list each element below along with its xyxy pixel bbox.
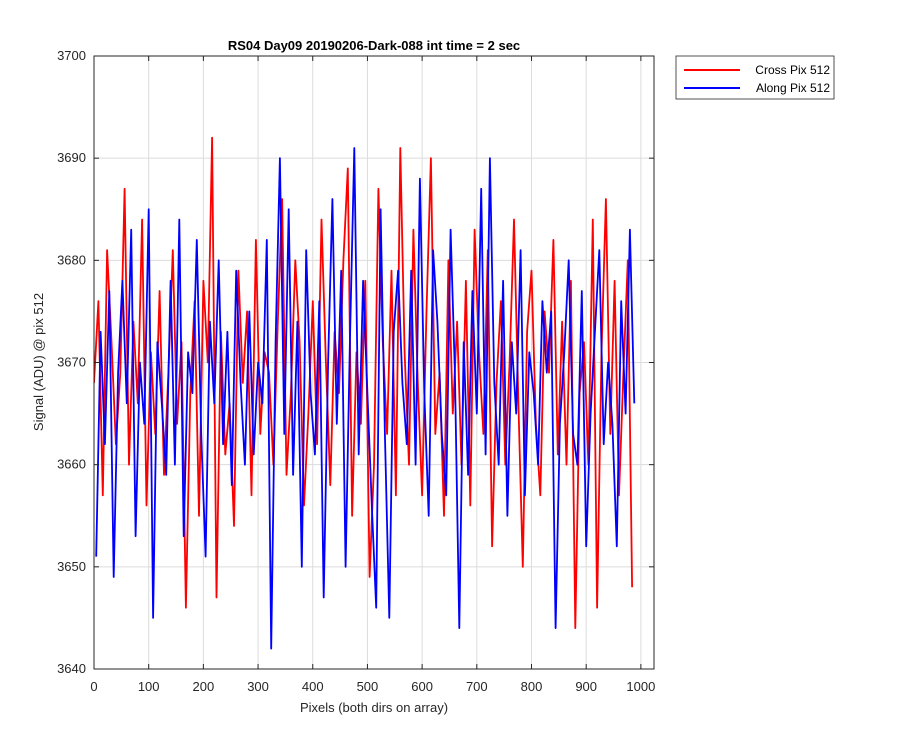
x-tick-label: 1000 [626, 679, 655, 694]
x-tick-label: 600 [411, 679, 433, 694]
x-tick-label: 900 [575, 679, 597, 694]
y-tick-label: 3700 [57, 48, 86, 63]
legend: Cross Pix 512 Along Pix 512 [675, 55, 835, 100]
y-tick-label: 3690 [57, 150, 86, 165]
x-tick-label: 200 [193, 679, 215, 694]
legend-label-cross: Cross Pix 512 [755, 63, 830, 77]
y-tick-label: 3660 [57, 457, 86, 472]
x-tick-label: 700 [466, 679, 488, 694]
x-tick-label: 300 [247, 679, 269, 694]
legend-box [675, 55, 835, 100]
y-tick-label: 3640 [57, 661, 86, 676]
chart-title: RS04 Day09 20190206-Dark-088 int time = … [228, 38, 520, 53]
series-layer [94, 136, 636, 650]
x-tick-label: 100 [138, 679, 160, 694]
x-tick-label: 0 [90, 679, 97, 694]
y-axis-label: Signal (ADU) @ pix 512 [31, 293, 46, 431]
legend-label-along: Along Pix 512 [756, 81, 830, 95]
y-tick-label: 3670 [57, 355, 86, 370]
x-tick-label: 400 [302, 679, 324, 694]
x-tick-label: 800 [521, 679, 543, 694]
y-tick-label: 3680 [57, 252, 86, 267]
axis-ticks: 0 100 200 300 400 500 600 700 800 900 1000 3640 3650… [57, 48, 655, 694]
series-line-along-pix-512 [95, 147, 636, 650]
y-tick-label: 3650 [57, 559, 86, 574]
x-tick-label: 500 [357, 679, 379, 694]
x-axis-label: Pixels (both dirs on array) [300, 700, 448, 715]
